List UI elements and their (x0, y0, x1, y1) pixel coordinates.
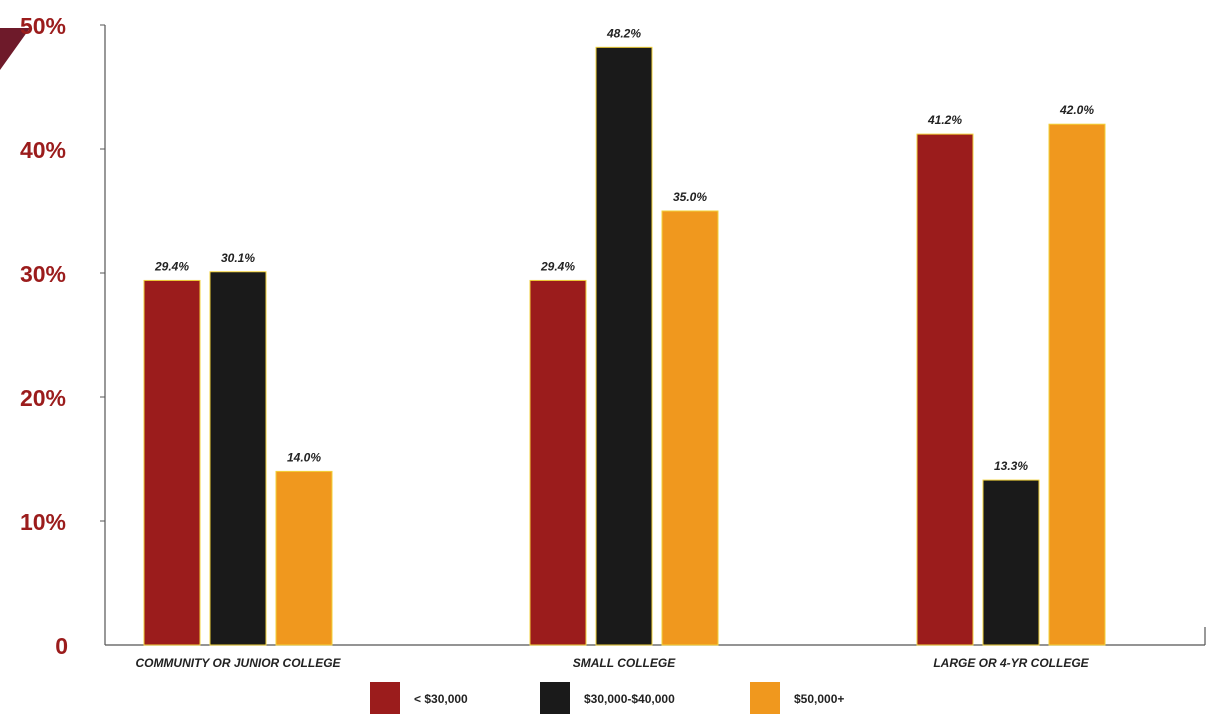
legend-label: $50,000+ (794, 692, 844, 706)
bar-value-label: 30.1% (221, 251, 255, 265)
y-tick-label: 0 (55, 633, 68, 659)
legend-swatch (750, 682, 780, 714)
bar-value-label: 41.2% (927, 113, 962, 127)
legend-label: $30,000-$40,000 (584, 692, 675, 706)
legend: < $30,000 $30,000-$40,000 $50,000+ (370, 682, 844, 714)
bar (529, 279, 587, 646)
bar (209, 271, 267, 646)
bar (275, 470, 333, 646)
bar-labels: 29.4% 30.1% 14.0% 29.4% 48.2% 35.0% 41.2% 13.3%… (154, 26, 1094, 473)
bar (982, 479, 1040, 646)
axes (104, 25, 1206, 646)
y-tick-label: 20% (20, 385, 66, 411)
bar-value-label: 29.4% (154, 259, 189, 273)
bar (595, 46, 653, 646)
bar (661, 210, 719, 646)
legend-label: < $30,000 (414, 692, 468, 706)
y-ticks: 0 10% 20% 30% 40% 50% (20, 13, 105, 659)
x-tick-label: COMMUNITY OR JUNIOR COLLEGE (135, 656, 341, 670)
bar-value-label: 48.2% (606, 26, 641, 40)
x-tick-label: SMALL COLLEGE (573, 656, 676, 670)
legend-swatch (540, 682, 570, 714)
bars (143, 46, 1106, 646)
y-tick-label: 40% (20, 137, 66, 163)
y-tick-label: 30% (20, 261, 66, 287)
corner-wedge-decor (0, 28, 30, 70)
x-tick-labels: COMMUNITY OR JUNIOR COLLEGE SMALL COLLEGE… (135, 656, 1089, 670)
bar-value-label: 13.3% (994, 459, 1028, 473)
y-tick-label: 10% (20, 509, 66, 535)
legend-swatch (370, 682, 400, 714)
bar (916, 133, 974, 646)
bar-value-label: 42.0% (1059, 103, 1094, 117)
x-tick-label: LARGE OR 4-YR COLLEGE (933, 656, 1089, 670)
y-tick-label: 50% (20, 13, 66, 39)
bar (1048, 123, 1106, 646)
bar-value-label: 14.0% (287, 450, 321, 464)
bar-value-label: 35.0% (673, 190, 707, 204)
bar (143, 279, 201, 646)
bar-value-label: 29.4% (540, 259, 575, 273)
